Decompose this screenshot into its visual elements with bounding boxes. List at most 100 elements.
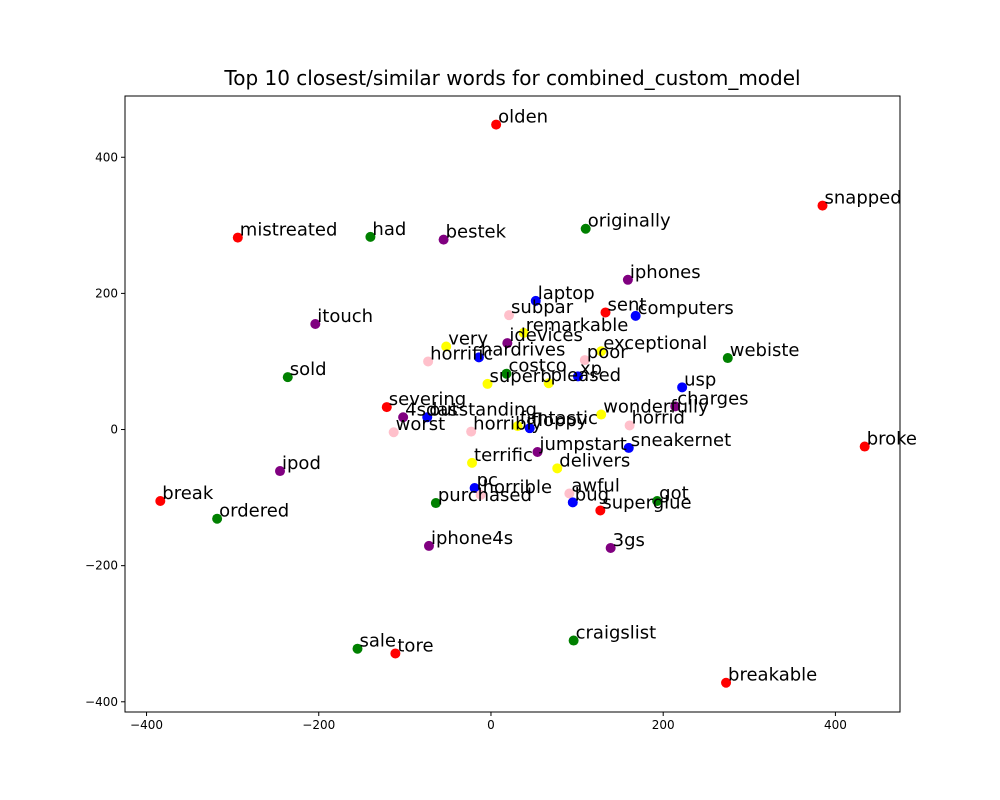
point-label: iphones <box>630 262 701 283</box>
point-label: laptop <box>538 283 595 304</box>
x-tick-label: −400 <box>130 718 163 732</box>
point-label: worst <box>396 414 446 435</box>
data-point <box>232 232 243 243</box>
data-point <box>530 295 541 306</box>
data-point <box>623 442 634 453</box>
point-label: outstanding <box>429 399 537 420</box>
data-point <box>567 497 578 508</box>
point-label: terrific <box>474 445 533 466</box>
point-label: horrible <box>483 477 552 498</box>
data-point <box>212 513 223 524</box>
point-label: itouch <box>317 306 373 327</box>
point-label: pleased <box>551 365 621 386</box>
data-point <box>466 426 477 437</box>
data-point <box>473 352 484 363</box>
point-label: costco <box>508 356 566 377</box>
data-point <box>568 635 579 646</box>
data-point <box>352 643 363 654</box>
y-tick-label: 200 <box>95 286 118 300</box>
point-label: broke <box>867 429 917 450</box>
point-label: ordered <box>219 501 289 522</box>
data-point <box>441 341 452 352</box>
data-point <box>310 319 321 330</box>
y-tick-label: −400 <box>85 695 118 709</box>
point-label: floppy <box>532 410 588 431</box>
data-point <box>652 495 663 506</box>
data-point <box>572 371 583 382</box>
data-point <box>469 483 480 494</box>
data-point <box>365 231 376 242</box>
data-point <box>430 498 441 509</box>
data-point <box>596 409 607 420</box>
x-tick-label: 0 <box>487 718 495 732</box>
data-point <box>817 200 828 211</box>
data-point <box>282 372 293 383</box>
data-point <box>491 119 502 130</box>
data-point <box>859 441 870 452</box>
y-tick-label: 400 <box>95 150 118 164</box>
data-point <box>423 540 434 551</box>
point-label: sent <box>608 294 647 315</box>
data-point <box>630 310 641 321</box>
x-tick-label: 400 <box>824 718 847 732</box>
point-label: breakable <box>728 665 817 686</box>
point-label: bug <box>575 484 609 505</box>
data-point <box>388 427 399 438</box>
point-label: tore <box>397 635 433 656</box>
point-label: fantastic <box>520 408 598 429</box>
data-point <box>390 648 401 659</box>
data-point <box>155 495 166 506</box>
y-tick-label: 0 <box>110 423 118 437</box>
point-label: remarkable <box>526 315 629 336</box>
point-label: delivers <box>559 450 630 471</box>
plot-frame <box>124 95 901 713</box>
data-point <box>501 368 512 379</box>
point-label: awful <box>571 476 620 497</box>
data-point <box>600 307 611 318</box>
point-label: mistreated <box>240 220 338 241</box>
point-label: horrid <box>632 407 685 428</box>
point-label: pc <box>477 470 498 491</box>
data-point <box>504 310 515 321</box>
data-point <box>677 382 688 393</box>
data-point <box>423 356 434 367</box>
point-label: jumpstart <box>538 434 626 455</box>
point-label: superglue <box>602 493 691 514</box>
data-point <box>524 423 535 434</box>
data-point <box>596 346 607 357</box>
data-point <box>579 355 590 366</box>
point-label: olden <box>498 107 548 128</box>
point-label: 3gs <box>613 530 645 551</box>
point-label: sneakernet <box>631 430 731 451</box>
data-point <box>422 412 433 423</box>
point-label: got <box>659 483 689 504</box>
point-label: subpar <box>511 297 574 318</box>
point-label: hardrives <box>481 339 565 360</box>
data-point <box>543 378 554 389</box>
point-label: computers <box>638 298 734 319</box>
point-label: had <box>372 219 406 240</box>
data-point <box>552 463 563 474</box>
data-point <box>605 542 616 553</box>
data-point <box>624 420 635 431</box>
point-label: craigslist <box>576 623 657 644</box>
point-label: poor <box>587 342 628 363</box>
data-point <box>482 378 493 389</box>
data-point <box>512 421 523 432</box>
data-point <box>518 327 529 338</box>
point-label: snapped <box>825 188 902 209</box>
point-label: bestek <box>446 222 507 243</box>
point-label: idevices <box>509 325 583 346</box>
point-label: ipod <box>282 453 321 474</box>
data-point <box>475 489 486 500</box>
data-point <box>722 353 733 364</box>
point-label: break <box>162 483 214 504</box>
chart-title: Top 10 closest/similar words for combine… <box>224 66 801 90</box>
data-point <box>275 466 285 477</box>
x-tick-label: −200 <box>302 718 335 732</box>
data-point <box>670 401 681 412</box>
point-label: charges <box>677 388 748 409</box>
data-point <box>721 677 732 688</box>
data-point <box>381 402 392 413</box>
